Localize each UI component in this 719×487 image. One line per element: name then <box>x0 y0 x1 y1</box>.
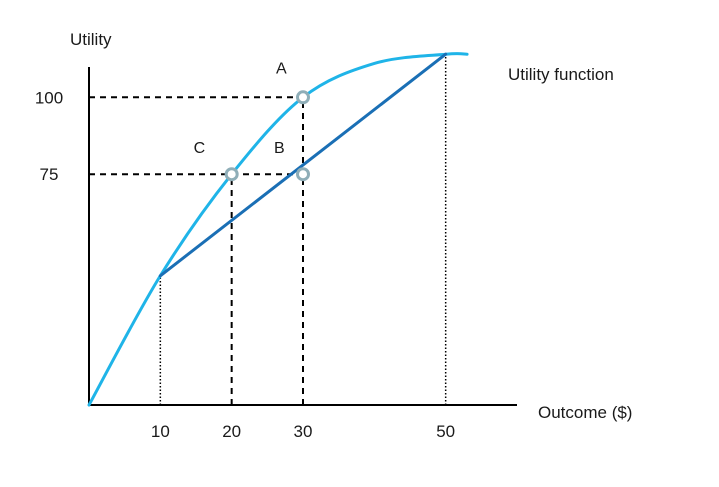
y-tick-label-100: 100 <box>35 88 63 107</box>
point-b-marker <box>296 167 310 182</box>
tick-labels: 10 20 30 50 75 100 <box>35 88 455 441</box>
point-b-label: B <box>274 140 285 157</box>
guide-lines <box>89 54 447 405</box>
x-tick-label-20: 20 <box>222 422 241 441</box>
point-a-label: A <box>276 60 287 77</box>
y-axis-title: Utility <box>70 30 112 49</box>
y-tick-label-75: 75 <box>40 165 59 184</box>
x-tick-label-30: 30 <box>294 422 313 441</box>
axes <box>88 67 517 406</box>
series-label-utility-function: Utility function <box>508 65 614 84</box>
point-c-label: C <box>194 140 206 157</box>
utility-function-curve <box>87 52 469 407</box>
x-axis-title: Outcome ($) <box>538 403 632 422</box>
x-tick-label-10: 10 <box>151 422 170 441</box>
point-a-marker <box>296 90 310 105</box>
series-lines <box>87 52 469 407</box>
point-c-marker <box>224 167 239 182</box>
marked-points: A B C <box>194 60 310 182</box>
x-tick-label-50: 50 <box>436 422 455 441</box>
chord-line <box>158 52 448 278</box>
